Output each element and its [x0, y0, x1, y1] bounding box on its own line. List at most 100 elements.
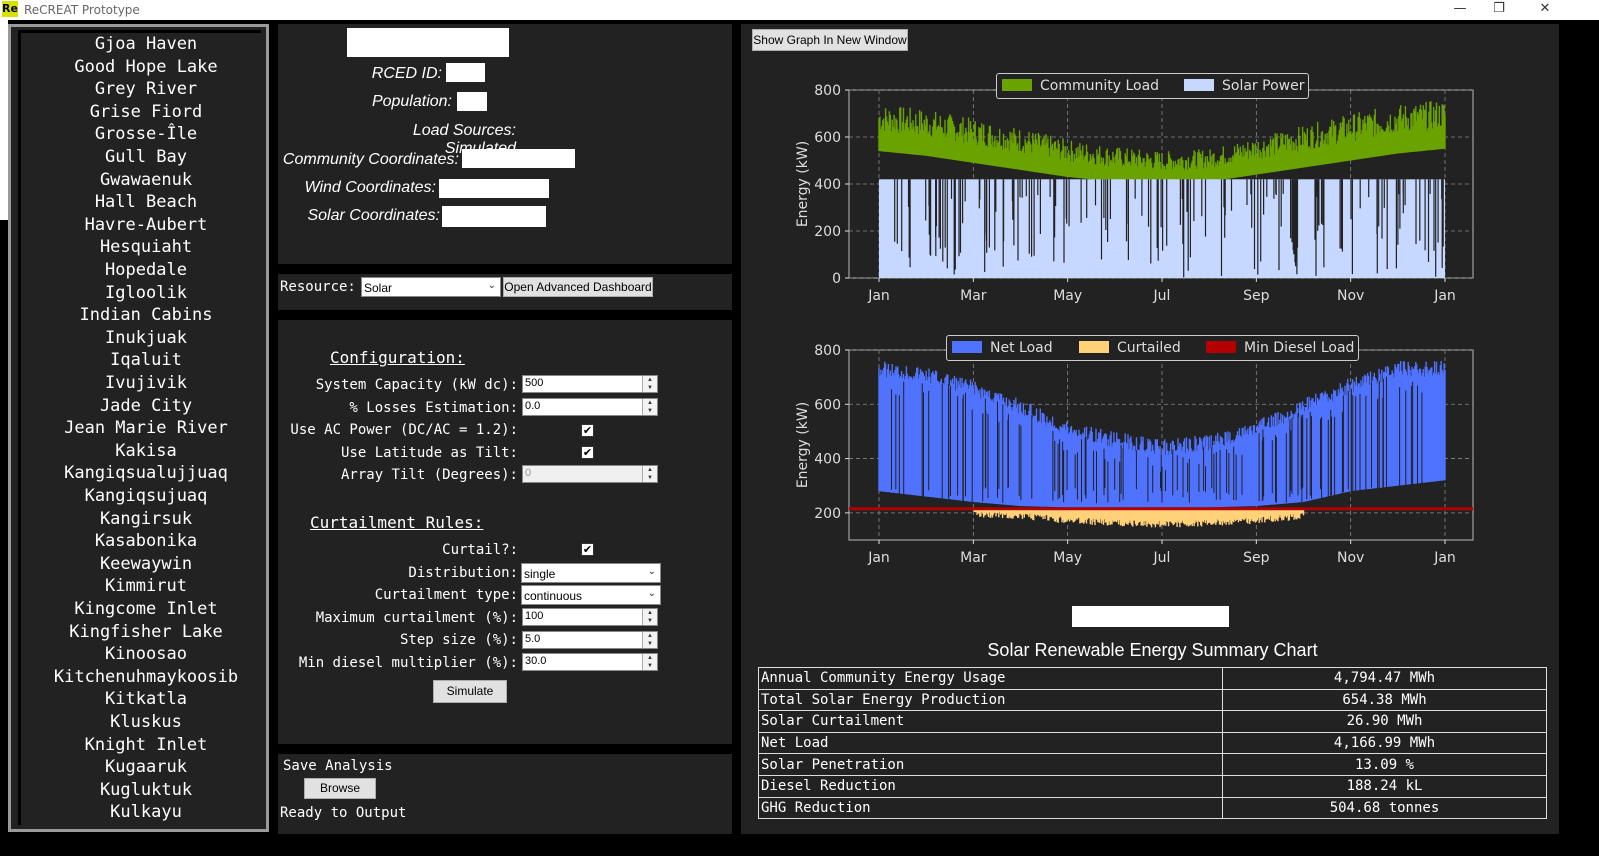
list-item[interactable]: Gjoa Haven: [94, 34, 198, 54]
y-tick-label: 600: [814, 130, 841, 146]
open-advanced-dashboard-button[interactable]: Open Advanced Dashboard: [503, 277, 653, 297]
list-item[interactable]: Kakisa: [115, 440, 177, 461]
wind-coordinates-value: [439, 179, 549, 198]
list-item[interactable]: Grey River: [94, 79, 198, 100]
list-item[interactable]: Kingfisher Lake: [69, 621, 223, 642]
summary-name-field: [1072, 606, 1229, 627]
net-load-chart: 200 400 600 800 Jan Mar May Jul Sep Nov Jan Energy …: [795, 343, 1474, 566]
distribution-select[interactable]: single ⌄: [521, 563, 661, 583]
list-item[interactable]: Hopedale: [105, 260, 187, 280]
step-size-input[interactable]: 5.0 ▲ ▼: [522, 631, 658, 649]
min-diesel-input[interactable]: 30.0 ▲ ▼: [522, 653, 658, 671]
list-item[interactable]: Kimmirut: [105, 576, 187, 597]
list-item[interactable]: Keewaywin: [99, 553, 193, 574]
chevron-down-icon: ⌄: [647, 588, 656, 599]
list-item[interactable]: Jade City: [99, 395, 193, 416]
distribution-label: Distribution:: [408, 565, 518, 581]
spinner-arrows-icon[interactable]: ▲ ▼: [642, 376, 657, 392]
x-tick-label: Jan: [867, 550, 890, 566]
distribution-value: single: [524, 567, 556, 581]
list-item[interactable]: Grosse-Île: [94, 124, 198, 145]
table-row: Solar Curtailment 26.90 MWh: [758, 710, 1547, 733]
legend-item-curtailed: Curtailed: [1079, 340, 1181, 356]
list-item[interactable]: Hesquiaht: [99, 237, 193, 258]
list-item[interactable]: Kangiqsujuaq: [84, 486, 208, 506]
x-tick-label: Jul: [1153, 550, 1171, 566]
list-item[interactable]: Kugaaruk: [105, 757, 187, 778]
simulate-button[interactable]: Simulate: [433, 680, 507, 703]
list-item[interactable]: Kingcome Inlet: [74, 599, 218, 619]
spinner-arrows-icon[interactable]: ▲ ▼: [642, 466, 657, 482]
list-item[interactable]: Kulkayu: [110, 802, 182, 823]
list-item[interactable]: Jean Marie River: [64, 418, 228, 439]
window-edge: [0, 20, 8, 220]
solar-power-dips: [894, 179, 1444, 278]
spinner-arrows-icon[interactable]: ▲ ▼: [642, 654, 657, 670]
list-item[interactable]: Kinoosao: [105, 644, 187, 665]
ac-power-checkbox[interactable]: ✔: [581, 424, 594, 437]
resource-select[interactable]: Solar ⌄: [361, 277, 501, 297]
x-tick-label: May: [1053, 288, 1082, 304]
solar-coordinates-value: [442, 206, 546, 227]
curtailment-type-value: continuous: [524, 589, 583, 603]
table-row: Annual Community Energy Usage 4,794.47 MW…: [758, 667, 1547, 690]
list-item[interactable]: Knight Inlet: [84, 734, 208, 755]
wind-coordinates-label: Wind Coordinates:: [304, 179, 436, 196]
list-item[interactable]: Hall Beach: [94, 192, 198, 213]
load-solar-chart: 0 200 400 600 800 Jan Mar May Jul Sep Nov Jan Energy…: [795, 83, 1474, 304]
x-tick-label: Jan: [1433, 288, 1456, 304]
list-item[interactable]: Kangiqsualujjuaq: [64, 463, 228, 484]
list-item[interactable]: Kitchenuhmaykoosib: [53, 666, 239, 687]
list-item[interactable]: Ivujivik: [105, 373, 187, 393]
list-item[interactable]: Gwawaenuk: [99, 169, 193, 190]
list-item[interactable]: Good Hope Lake: [74, 56, 218, 77]
legend-item-community-load: Community Load: [1002, 78, 1159, 94]
y-tick-label: 200: [814, 224, 841, 240]
community-list[interactable]: Gjoa Haven Good Hope Lake Grey River Grise …: [8, 24, 269, 832]
table-row: Net Load 4,166.99 MWh: [758, 731, 1547, 755]
summary-title: Solar Renewable Energy Summary Chart: [987, 640, 1318, 660]
legend-swatch: [1184, 79, 1214, 91]
chevron-down-icon: ⌄: [647, 566, 656, 577]
list-item[interactable]: Indian Cabins: [79, 305, 213, 326]
legend-item-solar-power: Solar Power: [1184, 78, 1304, 94]
losses-input[interactable]: 0.0 ▲ ▼: [522, 398, 658, 416]
spinner-arrows-icon[interactable]: ▲ ▼: [642, 609, 657, 625]
x-tick-label: Sep: [1243, 288, 1270, 304]
curtail-checkbox[interactable]: ✔: [581, 543, 594, 556]
community-coordinates-label: Community Coordinates:: [282, 151, 459, 168]
system-capacity-input[interactable]: 500 ▲ ▼: [522, 375, 658, 393]
x-tick-label: Mar: [960, 288, 987, 304]
spinner-arrows-icon[interactable]: ▲ ▼: [642, 399, 657, 415]
max-curtailment-input[interactable]: 100 ▲ ▼: [522, 608, 658, 626]
array-tilt-value: 0: [525, 467, 532, 479]
list-item[interactable]: Kasabonika: [94, 531, 198, 552]
rced-id-value: [446, 63, 485, 82]
system-capacity-label: System Capacity (kW dc):: [315, 377, 518, 393]
app-icon: Re: [2, 1, 18, 17]
output-status: Ready to Output: [280, 805, 407, 821]
close-icon[interactable]: ✕: [1539, 1, 1551, 16]
restore-icon[interactable]: ❐: [1493, 1, 1505, 16]
list-item[interactable]: Kluskus: [110, 712, 182, 732]
list-item[interactable]: Inukjuak: [105, 327, 187, 348]
list-item[interactable]: Kangirsuk: [99, 508, 193, 529]
curtailment-type-select[interactable]: continuous ⌄: [521, 585, 661, 605]
resource-select-value: Solar: [364, 281, 393, 295]
array-tilt-input[interactable]: 0 ▲ ▼: [522, 465, 658, 483]
list-item[interactable]: Havre-Aubert: [84, 214, 208, 235]
list-item[interactable]: Iqaluit: [110, 350, 182, 371]
show-graph-button[interactable]: Show Graph In New Window: [752, 29, 908, 51]
y-axis-label: Energy (kW): [795, 402, 811, 488]
list-item[interactable]: Igloolik: [105, 282, 187, 303]
minimize-icon[interactable]: —: [1453, 1, 1467, 16]
spinner-arrows-icon[interactable]: ▲ ▼: [642, 632, 657, 648]
list-item[interactable]: Kugluktuk: [99, 779, 193, 800]
browse-button[interactable]: Browse: [304, 778, 376, 799]
latitude-tilt-checkbox[interactable]: ✔: [581, 446, 594, 459]
list-item[interactable]: Grise Fiord: [89, 101, 203, 122]
summary-label: Solar Penetration: [758, 753, 1223, 776]
step-size-label: Step size (%):: [399, 632, 518, 648]
list-item[interactable]: Gull Bay: [105, 147, 187, 167]
list-item[interactable]: Kitkatla: [105, 689, 187, 710]
